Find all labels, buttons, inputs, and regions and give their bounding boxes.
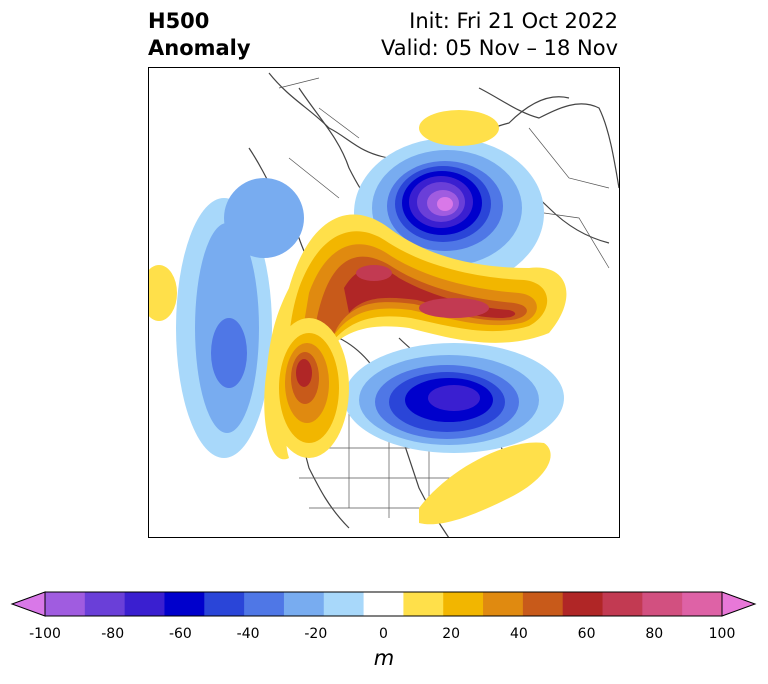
colorbar-tick-label: 80	[645, 626, 664, 642]
map-panel	[148, 67, 620, 538]
colorbar-segment	[562, 592, 604, 616]
colorbar-segment	[323, 592, 365, 616]
colorbar-segment	[124, 592, 165, 616]
colorbar-segment	[164, 592, 205, 616]
colorbar-tick-label: -20	[304, 626, 328, 642]
colorbar-extend-min	[10, 591, 46, 617]
chart-dates: Init: Fri 21 Oct 2022 Valid: 05 Nov – 18…	[381, 8, 618, 62]
colorbar-segment	[283, 592, 325, 616]
colorbar	[10, 591, 757, 617]
colorbar-extend-max	[721, 591, 757, 617]
colorbar-segment	[204, 592, 245, 616]
title-line1: H500	[148, 9, 210, 33]
colorbar-segment	[682, 592, 723, 616]
colorbar-segment	[244, 592, 285, 616]
colorbar-tick-label: -100	[29, 626, 61, 642]
colorbar-tick-label: -40	[236, 626, 260, 642]
colorbar-unit: m	[373, 646, 395, 670]
colorbar-tick-label: -80	[101, 626, 125, 642]
colorbar-frame	[44, 591, 723, 617]
colorbar-tick-label: 40	[509, 626, 528, 642]
anomaly-map	[149, 72, 619, 537]
colorbar-segment	[443, 592, 484, 616]
colorbar-segment	[602, 592, 643, 616]
colorbar-segments	[10, 591, 757, 617]
colorbar-tick-label: 20	[442, 626, 461, 642]
valid-date: Valid: 05 Nov – 18 Nov	[381, 36, 618, 60]
colorbar-segment	[363, 592, 404, 616]
colorbar-segment	[522, 592, 564, 616]
colorbar-segment	[483, 592, 524, 616]
colorbar-segment	[403, 592, 444, 616]
colorbar-segment	[84, 592, 126, 616]
init-date: Init: Fri 21 Oct 2022	[409, 9, 618, 33]
colorbar-tick-label: 100	[708, 626, 736, 642]
chart-title: H500 Anomaly	[148, 8, 251, 62]
title-line2: Anomaly	[148, 36, 251, 60]
colorbar-segment	[45, 592, 86, 616]
colorbar-tick-label: 60	[577, 626, 596, 642]
anomaly-contours	[149, 110, 567, 525]
colorbar-segment	[642, 592, 683, 616]
colorbar-tick-label: 0	[379, 626, 388, 642]
colorbar-tick-label: -60	[168, 626, 192, 642]
